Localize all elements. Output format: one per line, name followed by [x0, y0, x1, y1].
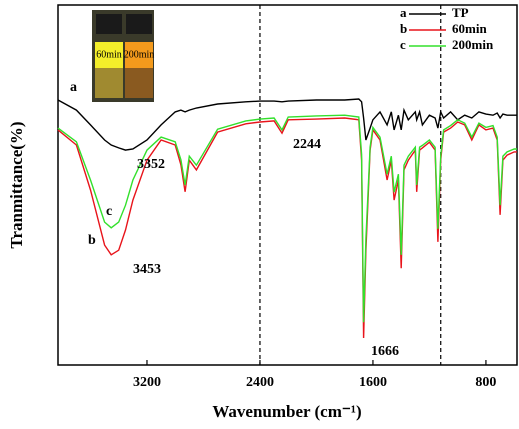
legend-label: TP	[452, 5, 469, 20]
x-tick-label: 2400	[246, 375, 274, 390]
legend-label: 200min	[452, 37, 494, 52]
legend-label: 60min	[452, 21, 487, 36]
legend-letter: c	[400, 37, 406, 52]
legend-letter: b	[400, 21, 407, 36]
annotation: 2244	[293, 137, 321, 152]
annotation: 3352	[137, 157, 165, 172]
annotation: 3453	[133, 262, 161, 277]
plot-frame	[57, 4, 518, 366]
x-axis-label: Wavenumber (cm⁻¹)	[212, 402, 361, 421]
annotation: 1666	[371, 344, 399, 359]
y-axis-label: Tranmittance(%)	[7, 121, 26, 248]
legend-letter: a	[400, 5, 407, 20]
series-line	[57, 114, 517, 323]
x-tick-label: 1600	[359, 375, 387, 390]
annotation: b	[88, 233, 96, 248]
inset-label: 200min	[124, 49, 155, 60]
series-line	[57, 98, 517, 151]
inset-photo	[92, 10, 154, 102]
inset-label: 60min	[96, 49, 122, 60]
x-tick-label: 800	[475, 375, 496, 390]
annotation: c	[106, 204, 112, 219]
annotation: a	[70, 80, 77, 95]
x-tick-label: 3200	[133, 375, 161, 390]
